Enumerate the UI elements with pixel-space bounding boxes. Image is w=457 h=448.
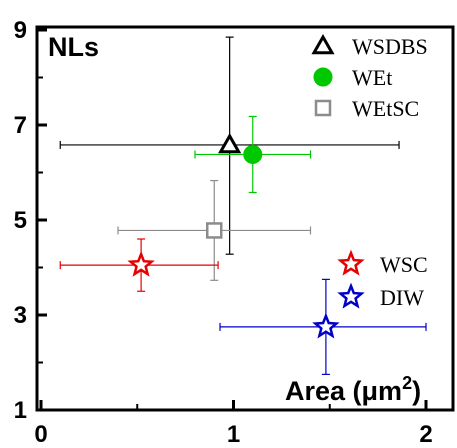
point-wetsc — [206, 222, 223, 239]
legend-marker-wet — [313, 67, 333, 87]
point-wsdbs — [218, 132, 242, 154]
legend-bottom-right: WSC DIW — [337, 249, 428, 310]
x-axis-label-close: ) — [412, 376, 421, 406]
x-axis-label: Area (μm2) — [285, 373, 421, 406]
legend-top-right: WSDBS WEt WEtSC — [311, 33, 428, 121]
corner-label: NLs — [48, 32, 99, 62]
legend-label-wetsc: WEtSC — [352, 96, 419, 121]
y-tick-label-3: 3 — [14, 302, 27, 329]
data-markers — [127, 132, 340, 339]
point-wet — [243, 144, 263, 164]
legend-marker-wsdbs — [311, 33, 335, 55]
x-tick-label-0: 0 — [34, 421, 47, 448]
legend-label-wsdbs: WSDBS — [352, 34, 428, 59]
y-tick-label-5: 5 — [14, 207, 27, 234]
x-axis-label-text: Area (μm — [285, 376, 402, 406]
y-tick-label-1: 1 — [14, 397, 27, 424]
legend-marker-diw — [337, 282, 365, 309]
y-tick-label-9: 9 — [14, 17, 27, 44]
x-tick-label-2: 2 — [419, 421, 432, 448]
legend-label-wet: WEt — [352, 65, 392, 90]
legend-label-wsc: WSC — [380, 252, 428, 277]
y-tick-label-7: 7 — [14, 112, 27, 139]
legend-marker-wsc — [337, 249, 365, 276]
point-diw — [312, 312, 340, 339]
point-wsc — [127, 250, 155, 277]
x-tick-label-1: 1 — [227, 421, 240, 448]
legend-label-diw: DIW — [380, 285, 424, 310]
legend-marker-wetsc — [314, 99, 332, 117]
x-axis-label-superscript: 2 — [402, 373, 412, 393]
